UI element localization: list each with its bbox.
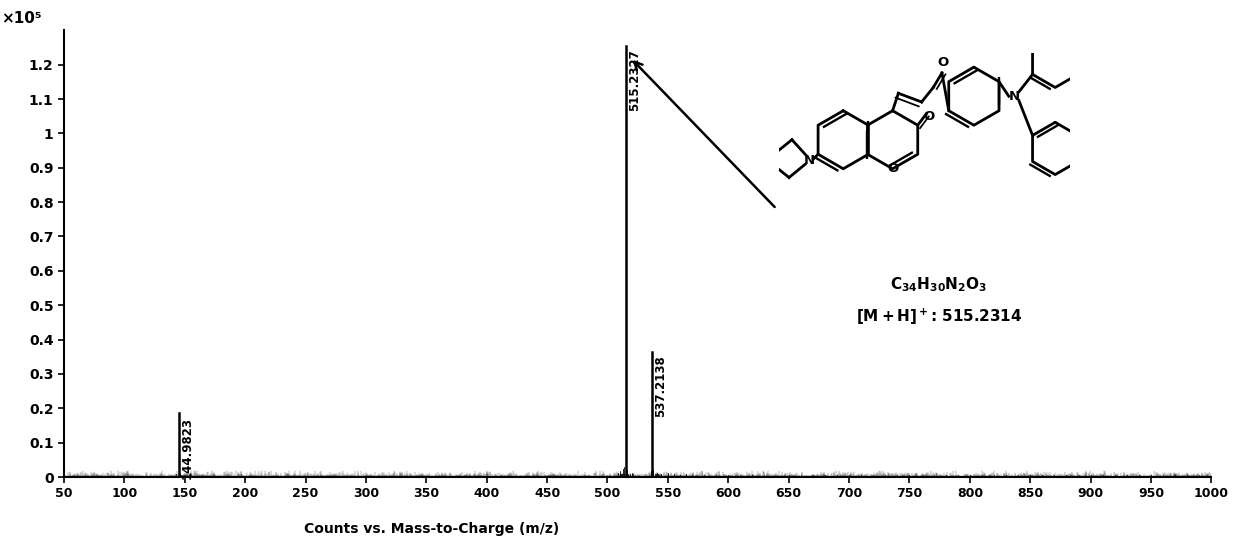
Text: 144.9823: 144.9823 [181,417,193,479]
X-axis label: Counts vs. Mass-to-Charge (m/z): Counts vs. Mass-to-Charge (m/z) [304,522,559,536]
Text: 537.2138: 537.2138 [655,355,667,417]
Text: ×10⁵: ×10⁵ [1,11,41,26]
Text: 515.2327: 515.2327 [627,49,641,111]
